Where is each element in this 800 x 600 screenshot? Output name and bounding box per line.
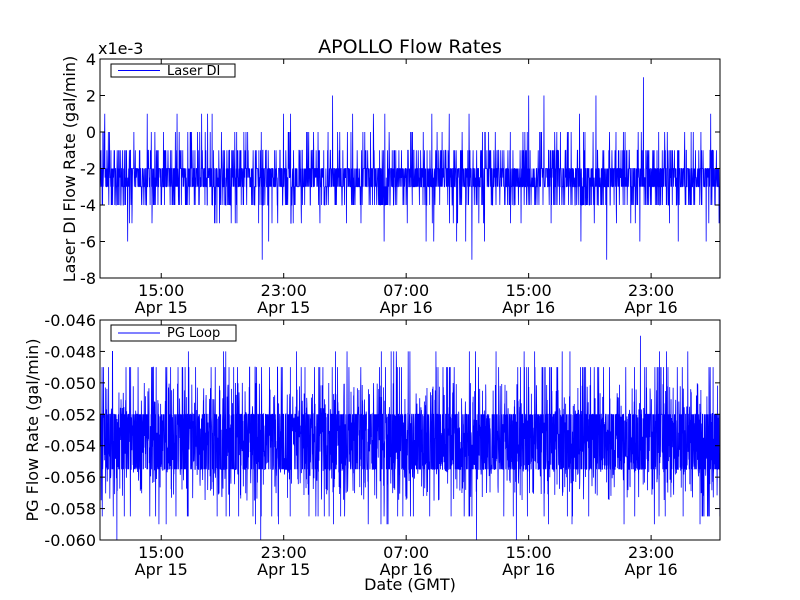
- pg-loop-ytick-label: -0.050: [44, 374, 96, 393]
- laser-di-yticks: -8 -6 -4 -2 0 2 4: [80, 50, 720, 288]
- laser-di-ytick-label: -6: [80, 233, 96, 252]
- pg-loop-series-line: [100, 335, 720, 540]
- pg-loop-legend: PG Loop: [110, 324, 237, 342]
- laser-di-ylabel: Laser DI Flow Rate (gal/min): [60, 56, 79, 283]
- x-axis-label: Date (GMT): [364, 575, 456, 594]
- laser-di-xtick-date: Apr 16: [625, 298, 678, 317]
- laser-di-ytick-label: 4: [86, 50, 96, 69]
- pg-loop-xtick-date: Apr 16: [380, 560, 433, 579]
- pg-loop-ytick-label: -0.054: [44, 437, 96, 456]
- laser-di-legend: Laser DI: [110, 63, 236, 79]
- pg-loop-ytick-label: -0.056: [44, 468, 96, 487]
- pg-loop-plot-frame: [99, 319, 721, 541]
- laser-di-ytick-label: -8: [80, 269, 96, 288]
- pg-loop-xtick-time: 23:00: [628, 543, 674, 562]
- laser-di-ytick-label: -4: [80, 196, 96, 215]
- laser-di-xtick-date: Apr 16: [502, 298, 555, 317]
- pg-loop-xtick-time: 15:00: [506, 543, 552, 562]
- laser-di-plot-frame: [99, 58, 721, 279]
- laser-di-xtick-time: 15:00: [138, 281, 184, 300]
- pg-loop-ylabel: PG Flow Rate (gal/min): [23, 339, 42, 522]
- laser-di-xtick-date: Apr 15: [257, 298, 310, 317]
- laser-di-xtick-date: Apr 16: [380, 298, 433, 317]
- laser-di-xtick-time: 15:00: [506, 281, 552, 300]
- laser-di-xtick-time: 23:00: [628, 281, 674, 300]
- pg-loop-ytick-label: -0.058: [44, 500, 96, 519]
- laser-di-legend-box: [110, 63, 236, 78]
- laser-di-legend-label: Laser DI: [167, 64, 220, 79]
- laser-di-series-line: [100, 77, 720, 260]
- pg-loop-ytick-label: -0.048: [44, 342, 96, 361]
- pg-loop-ytick-label: -0.052: [44, 405, 96, 424]
- pg-loop-ytick-label: -0.046: [44, 311, 96, 330]
- laser-di-ytick-label: 0: [86, 123, 96, 142]
- pg-loop-ytick-label: -0.060: [44, 531, 96, 550]
- laser-di-series: [100, 77, 720, 260]
- pg-loop-yticks: -0.060 -0.058 -0.056 -0.054 -0.052 -0.050 -0.0…: [44, 311, 720, 550]
- pg-loop-legend-label: PG Loop: [167, 326, 220, 341]
- pg-loop-panel: PG Flow Rate (gal/min) -0.060 -0.058 -0.05…: [23, 311, 721, 579]
- pg-loop-xtick-time: 07:00: [383, 543, 429, 562]
- laser-di-xtick-time: 07:00: [383, 281, 429, 300]
- laser-di-ytick-label: 2: [86, 87, 96, 106]
- laser-di-multiplier: x1e-3: [98, 39, 143, 58]
- pg-loop-legend-box: [110, 324, 237, 342]
- pg-loop-xtick-date: Apr 16: [502, 560, 555, 579]
- pg-loop-series: [100, 335, 720, 540]
- pg-loop-xtick-time: 23:00: [261, 543, 307, 562]
- laser-di-xtick-date: Apr 15: [135, 298, 188, 317]
- pg-loop-xtick-date: Apr 15: [135, 560, 188, 579]
- laser-di-xtick-time: 23:00: [261, 281, 307, 300]
- pg-loop-xtick-date: Apr 16: [625, 560, 678, 579]
- laser-di-ytick-label: -2: [80, 160, 96, 179]
- pg-loop-xtick-date: Apr 15: [257, 560, 310, 579]
- laser-di-panel: x1e-3 Laser DI Flow Rate (gal/min) -8-6-…: [60, 39, 721, 317]
- pg-loop-xtick-time: 15:00: [138, 543, 184, 562]
- figure-title: APOLLO Flow Rates: [318, 36, 502, 58]
